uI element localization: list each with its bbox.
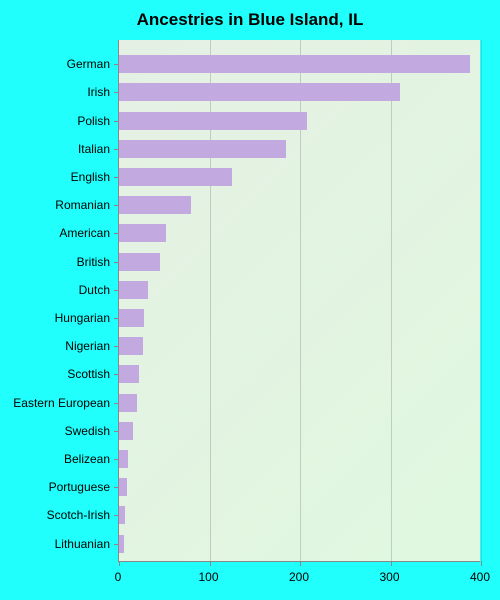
- y-axis-label: British: [0, 255, 110, 269]
- y-axis-label: Dutch: [0, 283, 110, 297]
- y-axis-label: Swedish: [0, 424, 110, 438]
- bar: [119, 253, 160, 271]
- y-axis-label: Romanian: [0, 198, 110, 212]
- y-axis-label: Lithuanian: [0, 537, 110, 551]
- y-axis-label: American: [0, 226, 110, 240]
- x-tick: [481, 561, 482, 566]
- y-axis-label: Eastern European: [0, 396, 110, 410]
- x-tick: [391, 561, 392, 566]
- x-axis-label: 300: [379, 570, 399, 584]
- bar: [119, 83, 400, 101]
- bar: [119, 478, 127, 496]
- bar: [119, 450, 128, 468]
- bar: [119, 140, 286, 158]
- y-axis-label: Hungarian: [0, 311, 110, 325]
- bar: [119, 506, 125, 524]
- y-axis-label: Italian: [0, 142, 110, 156]
- y-axis-label: Belizean: [0, 452, 110, 466]
- bar: [119, 281, 148, 299]
- bar: [119, 196, 191, 214]
- y-axis-label: Scotch-Irish: [0, 508, 110, 522]
- bar: [119, 55, 470, 73]
- gridline: [391, 40, 392, 561]
- plot-area: [118, 40, 480, 562]
- bar: [119, 168, 232, 186]
- bar: [119, 337, 143, 355]
- y-axis-label: Irish: [0, 85, 110, 99]
- x-tick: [119, 561, 120, 566]
- y-axis-label: Scottish: [0, 367, 110, 381]
- bar: [119, 535, 124, 553]
- x-tick: [300, 561, 301, 566]
- chart-title: Ancestries in Blue Island, IL: [0, 10, 500, 30]
- y-axis-label: German: [0, 57, 110, 71]
- x-axis-label: 400: [470, 570, 490, 584]
- x-axis-label: 100: [198, 570, 218, 584]
- bar: [119, 112, 307, 130]
- y-axis-label: English: [0, 170, 110, 184]
- y-axis-label: Portuguese: [0, 480, 110, 494]
- bar: [119, 365, 139, 383]
- y-axis-label: Nigerian: [0, 339, 110, 353]
- y-axis-label: Polish: [0, 114, 110, 128]
- bar: [119, 309, 144, 327]
- bar: [119, 224, 166, 242]
- x-axis-label: 0: [115, 570, 122, 584]
- gridline: [481, 40, 482, 561]
- bar: [119, 394, 137, 412]
- bar: [119, 422, 133, 440]
- x-tick: [210, 561, 211, 566]
- x-axis-label: 200: [289, 570, 309, 584]
